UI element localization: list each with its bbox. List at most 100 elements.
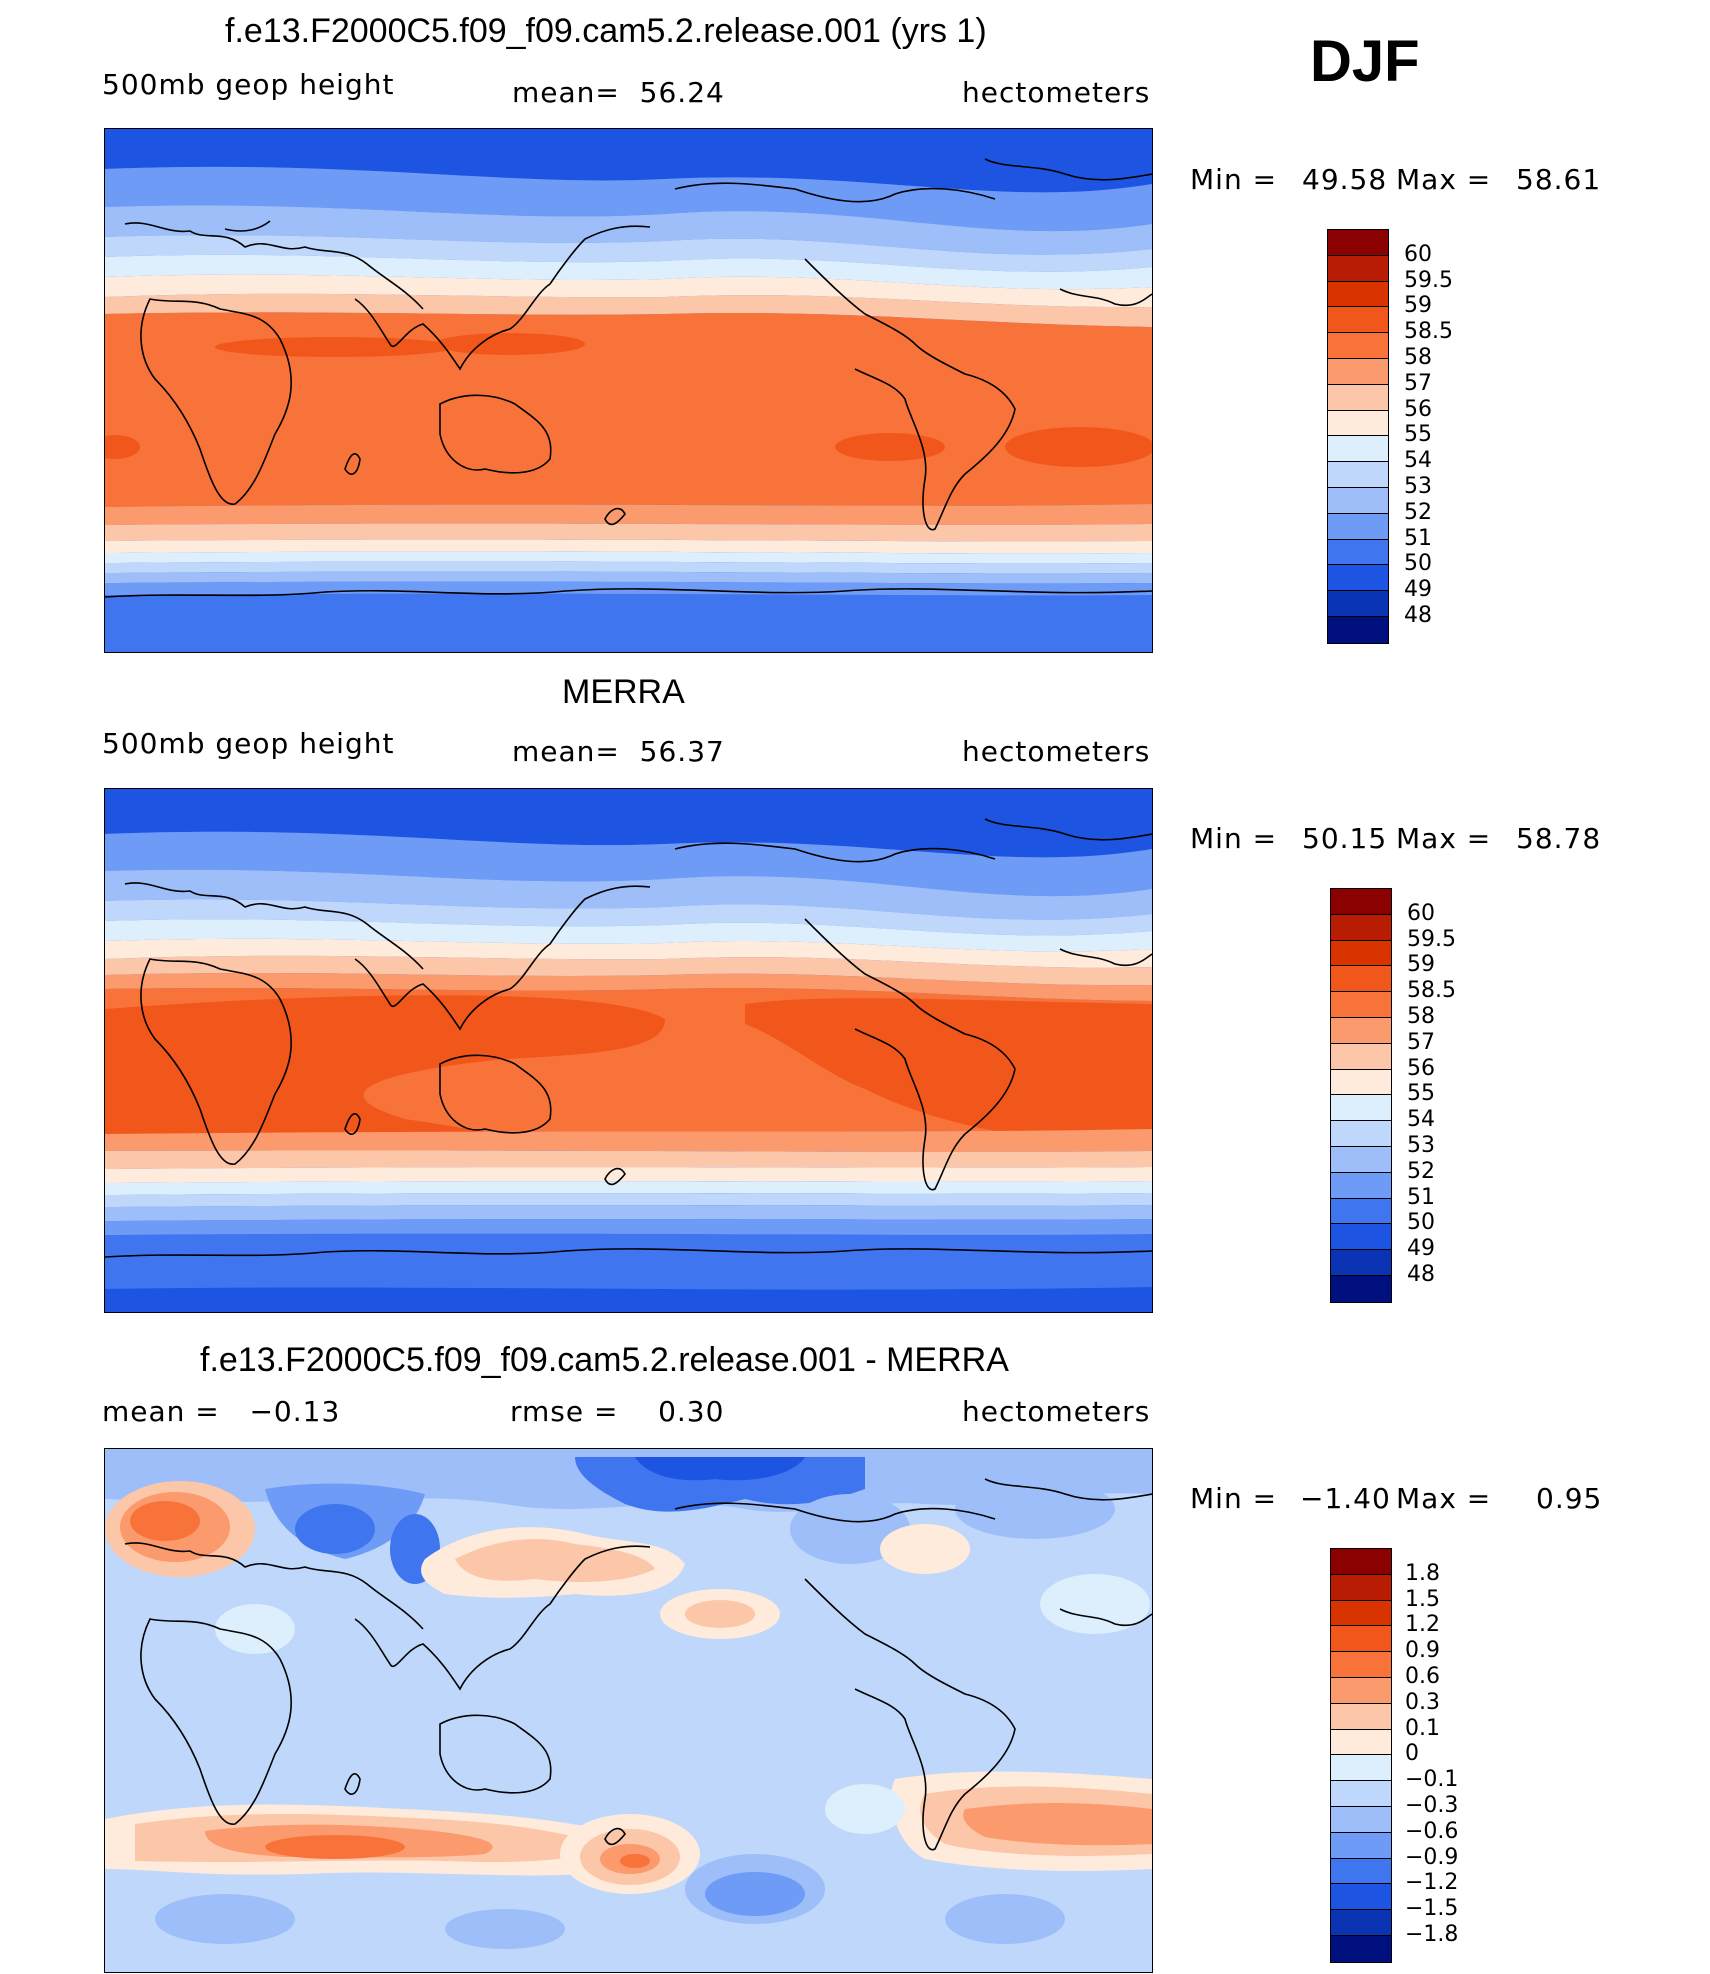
colorbar-tick-label: 0 — [1405, 1741, 1419, 1767]
panel-2-max-value: 58.78 — [1516, 822, 1602, 855]
panel-1-title: f.e13.F2000C5.f09_f09.cam5.2.release.001… — [225, 12, 987, 50]
colorbar-tick-label: 55 — [1404, 422, 1432, 448]
colorbar-tick-label: 54 — [1404, 448, 1432, 474]
colorbar-swatch — [1331, 1198, 1391, 1225]
panel-1-min-label: Min = — [1190, 163, 1278, 196]
colorbar-tick-label: 53 — [1404, 474, 1432, 499]
colorbar-tick-label: 1.8 — [1405, 1560, 1440, 1586]
panel-2-variable-label: 500mb geop height — [102, 727, 395, 760]
panel-2-min-value: 50.15 — [1302, 822, 1388, 855]
colorbar-swatch — [1331, 1275, 1391, 1302]
colorbar-tick-label: 0.6 — [1405, 1664, 1440, 1689]
colorbar-swatch — [1331, 1935, 1391, 1962]
panel-1-contour-field — [105, 129, 1152, 652]
panel-3-colorbar — [1330, 1548, 1392, 1963]
panel-3-max-value: 0.95 — [1536, 1482, 1603, 1515]
panel-1-map — [104, 128, 1153, 653]
colorbar-tick-label: 50 — [1404, 551, 1432, 577]
colorbar-swatch — [1328, 281, 1388, 308]
colorbar-swatch — [1331, 1652, 1391, 1678]
colorbar-swatch — [1328, 591, 1388, 617]
colorbar-swatch — [1328, 436, 1388, 463]
colorbar-swatch — [1331, 1043, 1391, 1070]
colorbar-tick-label: 56 — [1404, 396, 1432, 422]
colorbar-swatch — [1328, 358, 1388, 385]
panel-1-max-label: Max = — [1396, 163, 1492, 196]
colorbar-swatch — [1331, 940, 1391, 967]
colorbar-swatch — [1328, 384, 1388, 411]
colorbar-tick-label: 60 — [1404, 241, 1432, 267]
panel-2-mean-label: mean= 56.37 — [512, 735, 725, 768]
panel-2-max-label: Max = — [1396, 822, 1492, 855]
colorbar-tick-label: 58.5 — [1404, 319, 1453, 345]
colorbar-swatch — [1331, 1677, 1391, 1704]
colorbar-tick-label: 55 — [1407, 1081, 1435, 1107]
panel-3-mean-label: mean = −0.13 — [102, 1395, 341, 1428]
colorbar-tick-label: 51 — [1404, 525, 1432, 551]
panel-2-contour-field — [105, 789, 1152, 1312]
panel-3-contour-field — [105, 1449, 1152, 1972]
colorbar-tick-label: −0.6 — [1405, 1818, 1459, 1844]
colorbar-swatch — [1331, 1910, 1391, 1936]
panel-2-title: MERRA — [562, 673, 685, 711]
colorbar-tick-label: −1.5 — [1405, 1896, 1459, 1922]
colorbar-tick-label: 48 — [1404, 603, 1432, 628]
colorbar-tick-label: 0.1 — [1405, 1715, 1440, 1741]
colorbar-swatch — [1331, 1172, 1391, 1199]
colorbar-tick-label: −0.1 — [1405, 1767, 1459, 1793]
colorbar-swatch — [1331, 1729, 1391, 1756]
colorbar-swatch — [1331, 1224, 1391, 1251]
colorbar-swatch — [1328, 539, 1388, 566]
colorbar-swatch — [1331, 1146, 1391, 1173]
panel-1-max-value: 58.61 — [1516, 163, 1602, 196]
colorbar-swatch — [1328, 513, 1388, 540]
panel-3-min-value: −1.40 — [1300, 1482, 1391, 1515]
colorbar-tick-label: −0.9 — [1405, 1844, 1459, 1870]
colorbar-swatch — [1331, 1806, 1391, 1833]
panel-3-map — [104, 1448, 1153, 1973]
panel-2-colorbar — [1330, 888, 1392, 1303]
colorbar-swatch — [1331, 1626, 1391, 1653]
colorbar-tick-label: 49 — [1404, 577, 1432, 603]
colorbar-swatch — [1328, 616, 1388, 643]
colorbar-tick-label: 59 — [1404, 293, 1432, 319]
colorbar-swatch — [1328, 230, 1388, 256]
colorbar-swatch — [1331, 1017, 1391, 1044]
colorbar-tick-label: 1.2 — [1405, 1612, 1440, 1638]
colorbar-swatch — [1331, 1574, 1391, 1601]
panel-3-max-label: Max = — [1396, 1482, 1492, 1515]
colorbar-tick-label: −0.3 — [1405, 1793, 1459, 1818]
colorbar-tick-label: 59.5 — [1407, 926, 1456, 952]
panel-1-min-value: 49.58 — [1302, 163, 1388, 196]
colorbar-swatch — [1331, 889, 1391, 915]
colorbar-swatch — [1331, 1121, 1391, 1147]
colorbar-swatch — [1331, 914, 1391, 941]
colorbar-swatch — [1328, 255, 1388, 282]
colorbar-tick-label: 0.3 — [1405, 1689, 1440, 1715]
colorbar-tick-label: 58.5 — [1407, 978, 1456, 1004]
panel-1-units-label: hectometers — [962, 76, 1151, 109]
colorbar-tick-label: 1.5 — [1405, 1586, 1440, 1612]
colorbar-swatch — [1328, 307, 1388, 334]
colorbar-tick-label: 58 — [1407, 1004, 1435, 1029]
colorbar-tick-label: 56 — [1407, 1055, 1435, 1081]
panel-1-variable-label: 500mb geop height — [102, 68, 395, 101]
colorbar-tick-label: 57 — [1407, 1029, 1435, 1055]
colorbar-swatch — [1331, 1832, 1391, 1859]
colorbar-swatch — [1331, 1755, 1391, 1782]
colorbar-swatch — [1328, 565, 1388, 592]
colorbar-swatch — [1328, 462, 1388, 488]
colorbar-tick-label: 59.5 — [1404, 267, 1453, 293]
panel-1-colorbar — [1327, 229, 1389, 644]
panel-1-mean-label: mean= 56.24 — [512, 76, 725, 109]
panel-3-title: f.e13.F2000C5.f09_f09.cam5.2.release.001… — [200, 1341, 1009, 1379]
colorbar-tick-label: 48 — [1407, 1262, 1435, 1287]
colorbar-tick-label: 53 — [1407, 1133, 1435, 1158]
colorbar-swatch — [1331, 1095, 1391, 1122]
colorbar-tick-label: 58 — [1404, 345, 1432, 370]
colorbar-swatch — [1331, 992, 1391, 1018]
colorbar-swatch — [1331, 966, 1391, 993]
colorbar-tick-label: 54 — [1407, 1107, 1435, 1133]
colorbar-tick-label: −1.2 — [1405, 1870, 1459, 1896]
panel-2-units-label: hectometers — [962, 735, 1151, 768]
